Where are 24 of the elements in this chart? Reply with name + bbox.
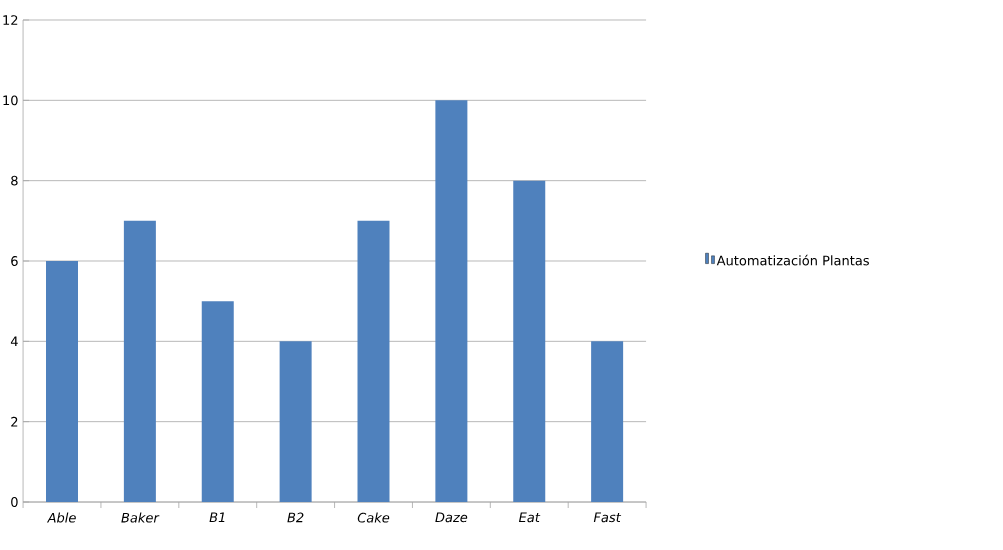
y-tick-label: 10 xyxy=(3,95,18,106)
x-tick-label: Eat xyxy=(518,512,541,523)
x-tick-label: B2 xyxy=(287,512,304,523)
bar xyxy=(123,220,156,502)
bar xyxy=(435,100,468,502)
bar xyxy=(46,261,78,502)
x-tick-label: B1 xyxy=(209,512,225,523)
bar xyxy=(279,341,312,502)
y-tick-label: 12 xyxy=(3,15,18,25)
y-tick-label: 0 xyxy=(11,497,18,507)
bar xyxy=(513,180,546,502)
y-tick-label: 6 xyxy=(11,256,18,266)
bar xyxy=(591,341,624,502)
x-tick-label: Baker xyxy=(121,512,160,523)
x-tick-label: Cake xyxy=(357,512,390,523)
x-tick-label: Daze xyxy=(435,512,468,523)
legend-label: Automatización Plantas xyxy=(716,254,869,266)
bar xyxy=(201,301,234,502)
x-tick-label: Able xyxy=(46,512,76,523)
x-tick-label: Fast xyxy=(593,512,622,523)
y-tick-label: 2 xyxy=(11,416,18,427)
y-tick-label: 8 xyxy=(11,175,18,186)
y-tick-label: 4 xyxy=(10,336,18,347)
bar xyxy=(357,220,390,502)
